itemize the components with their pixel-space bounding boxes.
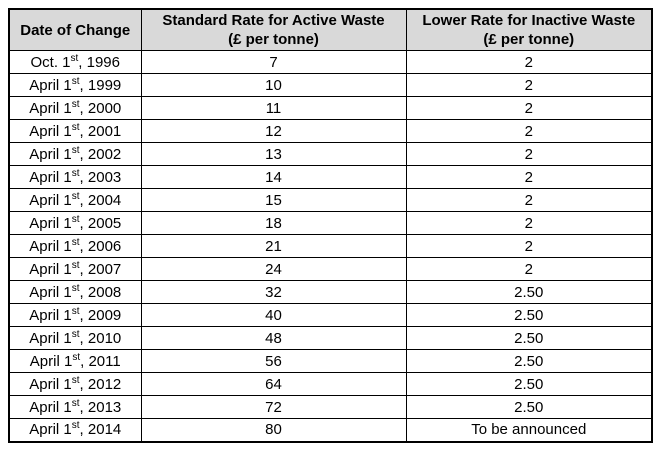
ordinal-superscript: st <box>71 190 80 202</box>
date-of-change-cell: April 1st, 2009 <box>8 303 142 327</box>
lower-rate-cell: 2.50 <box>405 303 653 327</box>
table-row: April 1st, 2011 56 2.50 <box>8 349 653 373</box>
lower-rate-cell: 2 <box>405 50 653 74</box>
standard-rate-cell: 14 <box>140 165 407 189</box>
standard-rate-cell: 18 <box>140 211 407 235</box>
table-row: April 1st, 2005 18 2 <box>8 211 653 235</box>
ordinal-superscript: st <box>71 305 80 317</box>
ordinal-superscript: st <box>70 52 79 64</box>
standard-rate-cell: 7 <box>140 50 407 74</box>
landfill-tax-rate-table: Date of Change Standard Rate for Active … <box>8 8 653 443</box>
table-row: April 1st, 2009 40 2.50 <box>8 303 653 327</box>
lower-rate-cell: 2 <box>405 142 653 166</box>
date-of-change-cell: April 1st, 2000 <box>8 96 142 120</box>
standard-rate-cell: 80 <box>140 418 407 442</box>
lower-rate-cell: 2.50 <box>405 326 653 350</box>
ordinal-superscript: st <box>71 121 80 133</box>
date-of-change-cell: April 1st, 2002 <box>8 142 142 166</box>
ordinal-superscript: st <box>71 282 80 294</box>
table-row: April 1st, 2008 32 2.50 <box>8 280 653 304</box>
standard-rate-cell: 10 <box>140 73 407 97</box>
lower-rate-cell: 2 <box>405 165 653 189</box>
date-of-change-cell: April 1st, 2008 <box>8 280 142 304</box>
lower-rate-cell: To be announced <box>405 418 653 442</box>
ordinal-superscript: st <box>72 351 81 363</box>
date-of-change-cell: April 1st, 2004 <box>8 188 142 212</box>
standard-rate-cell: 11 <box>140 96 407 120</box>
table-header-row: Date of Change Standard Rate for Active … <box>8 8 653 51</box>
standard-rate-cell: 13 <box>140 142 407 166</box>
date-of-change-cell: April 1st, 2013 <box>8 395 142 419</box>
lower-rate-cell: 2 <box>405 188 653 212</box>
header-date-of-change: Date of Change <box>8 8 142 51</box>
lower-rate-cell: 2 <box>405 96 653 120</box>
table-row: April 1st, 2012 64 2.50 <box>8 372 653 396</box>
ordinal-superscript: st <box>71 374 80 386</box>
standard-rate-cell: 24 <box>140 257 407 281</box>
ordinal-superscript: st <box>71 75 80 87</box>
lower-rate-cell: 2 <box>405 119 653 143</box>
table-row: April 1st, 2007 24 2 <box>8 257 653 281</box>
ordinal-superscript: st <box>71 98 80 110</box>
lower-rate-cell: 2 <box>405 73 653 97</box>
lower-rate-cell: 2.50 <box>405 372 653 396</box>
standard-rate-cell: 21 <box>140 234 407 258</box>
ordinal-superscript: st <box>71 236 80 248</box>
header-line1: Date of Change <box>20 21 131 39</box>
lower-rate-cell: 2.50 <box>405 349 653 373</box>
standard-rate-cell: 64 <box>140 372 407 396</box>
ordinal-superscript: st <box>71 420 80 432</box>
ordinal-superscript: st <box>71 144 80 156</box>
header-line1: Standard Rate for Active Waste <box>162 12 385 29</box>
table-row: April 1st, 2010 48 2.50 <box>8 326 653 350</box>
date-of-change-cell: April 1st, 2007 <box>8 257 142 281</box>
date-of-change-cell: April 1st, 2011 <box>8 349 142 373</box>
standard-rate-cell: 72 <box>140 395 407 419</box>
lower-rate-cell: 2 <box>405 211 653 235</box>
standard-rate-cell: 56 <box>140 349 407 373</box>
lower-rate-cell: 2 <box>405 257 653 281</box>
table-row: Oct. 1st, 1996 7 2 <box>8 50 653 74</box>
standard-rate-cell: 12 <box>140 119 407 143</box>
standard-rate-cell: 40 <box>140 303 407 327</box>
table-row: April 1st, 2013 72 2.50 <box>8 395 653 419</box>
ordinal-superscript: st <box>71 397 80 409</box>
lower-rate-cell: 2.50 <box>405 280 653 304</box>
table-body: Oct. 1st, 1996 7 2 April 1st, 1999 10 2 … <box>8 50 653 442</box>
ordinal-superscript: st <box>71 167 80 179</box>
table-row: April 1st, 1999 10 2 <box>8 73 653 97</box>
standard-rate-cell: 48 <box>140 326 407 350</box>
header-lower-rate: Lower Rate for Inactive Waste (£ per ton… <box>405 8 653 51</box>
date-of-change-cell: April 1st, 2003 <box>8 165 142 189</box>
ordinal-superscript: st <box>71 328 80 340</box>
ordinal-superscript: st <box>71 259 80 271</box>
standard-rate-cell: 15 <box>140 188 407 212</box>
ordinal-superscript: st <box>71 213 80 225</box>
header-line2: (£ per tonne) <box>483 31 575 48</box>
table-row: April 1st, 2001 12 2 <box>8 119 653 143</box>
date-of-change-cell: April 1st, 2006 <box>8 234 142 258</box>
date-of-change-cell: April 1st, 2005 <box>8 211 142 235</box>
date-of-change-cell: April 1st, 1999 <box>8 73 142 97</box>
table-row: April 1st, 2004 15 2 <box>8 188 653 212</box>
date-of-change-cell: April 1st, 2010 <box>8 326 142 350</box>
date-of-change-cell: April 1st, 2001 <box>8 119 142 143</box>
table-row: April 1st, 2006 21 2 <box>8 234 653 258</box>
lower-rate-cell: 2 <box>405 234 653 258</box>
table-row: April 1st, 2002 13 2 <box>8 142 653 166</box>
date-of-change-cell: April 1st, 2012 <box>8 372 142 396</box>
header-line1: Lower Rate for Inactive Waste <box>422 12 636 29</box>
standard-rate-cell: 32 <box>140 280 407 304</box>
date-of-change-cell: Oct. 1st, 1996 <box>8 50 142 74</box>
header-standard-rate: Standard Rate for Active Waste (£ per to… <box>140 8 407 51</box>
table-row: April 1st, 2003 14 2 <box>8 165 653 189</box>
table-row: April 1st, 2014 80 To be announced <box>8 418 653 442</box>
date-of-change-cell: April 1st, 2014 <box>8 418 142 442</box>
lower-rate-cell: 2.50 <box>405 395 653 419</box>
table-row: April 1st, 2000 11 2 <box>8 96 653 120</box>
header-line2: (£ per tonne) <box>228 31 319 48</box>
